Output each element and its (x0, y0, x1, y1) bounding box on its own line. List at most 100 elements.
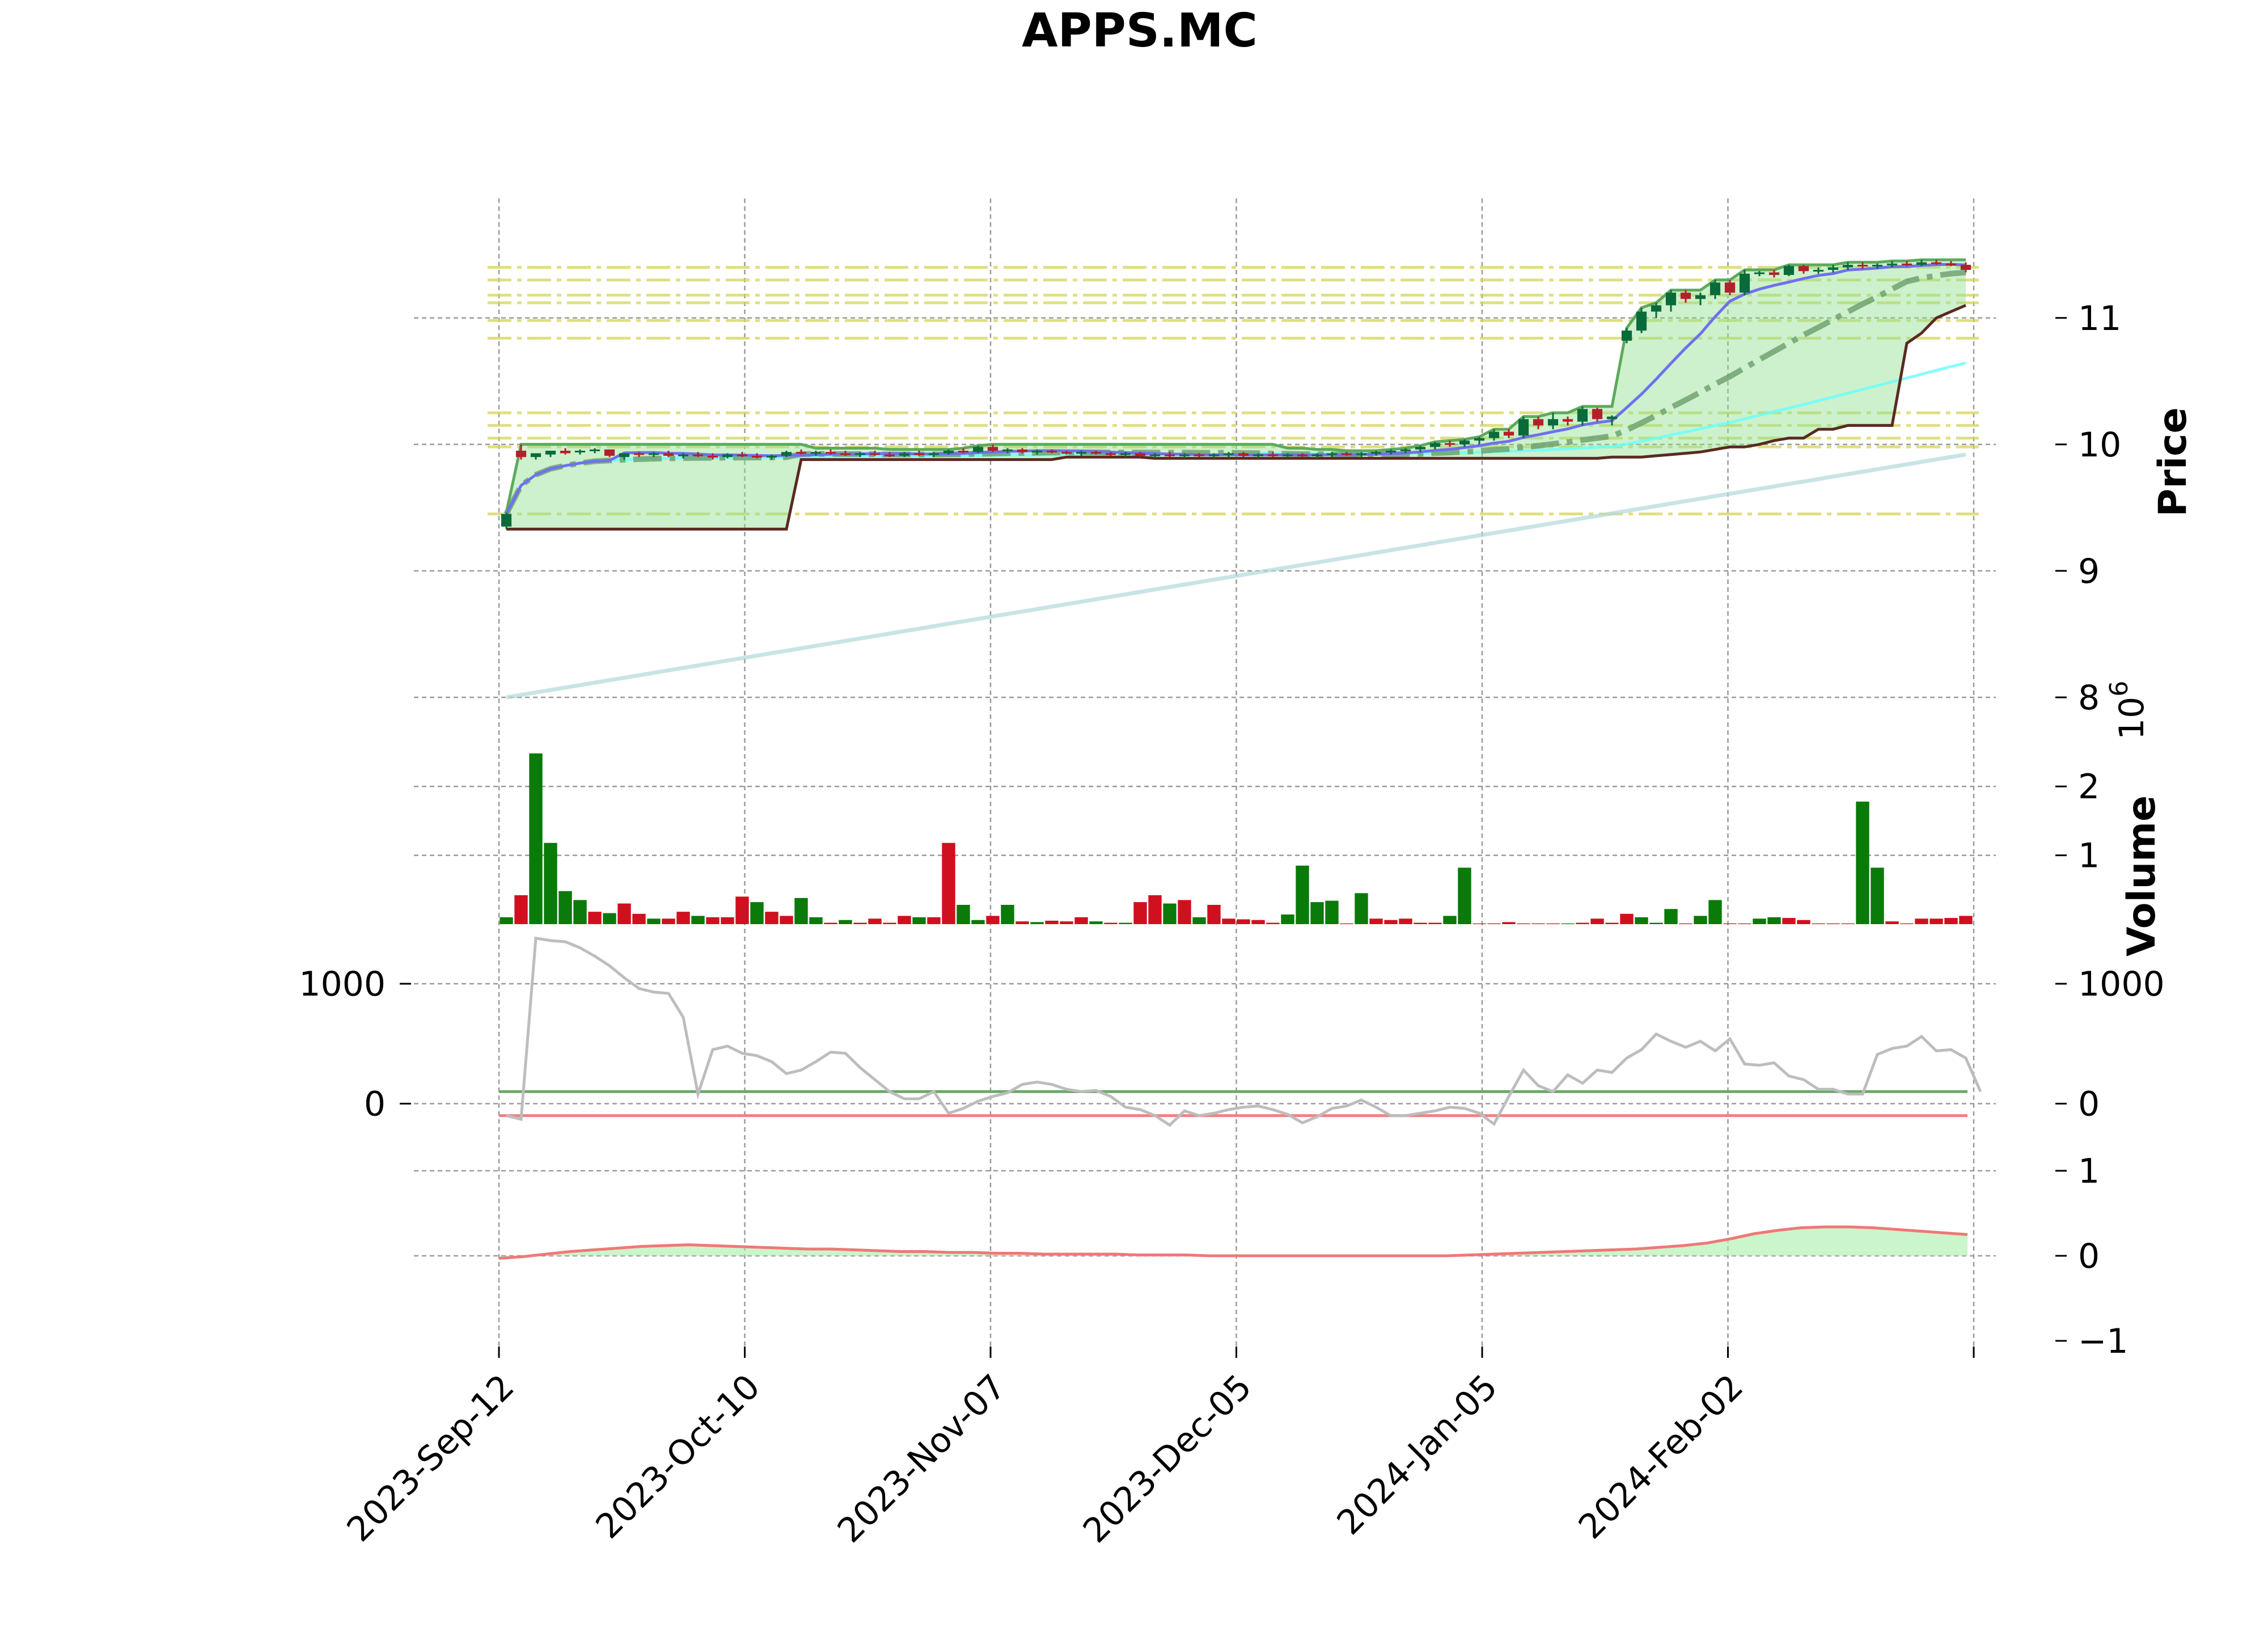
candle-body (1135, 453, 1146, 456)
volume-bar (839, 920, 852, 924)
candle-body (545, 451, 556, 455)
volume-bar (632, 913, 646, 924)
volume-bar (986, 916, 1000, 924)
candle-body (1724, 282, 1736, 293)
volume-bar (942, 842, 955, 924)
candle-body (1621, 331, 1632, 341)
volume-bar (1074, 917, 1088, 924)
volume-bar (500, 917, 513, 924)
volume-bar (1428, 922, 1442, 924)
volume-bar (1767, 917, 1781, 924)
candle-body (1297, 454, 1308, 456)
volume-bar (662, 918, 675, 924)
candle-body (751, 455, 763, 458)
candle-body (574, 451, 586, 452)
volume-bar (1959, 916, 1973, 924)
candle-body (958, 451, 969, 452)
x-tick-label: 2023-Sep-12 (340, 1367, 522, 1549)
candle-body (707, 455, 718, 458)
indicator1-tick-label-left: 1000 (299, 964, 386, 1004)
price-tick-label: 11 (2078, 299, 2121, 338)
candle-body (1356, 453, 1367, 455)
volume-bar (1296, 865, 1309, 924)
candle-body (1886, 263, 1898, 265)
candle-body (1488, 431, 1500, 438)
volume-bar (1502, 922, 1516, 924)
indicator-panel-1 (499, 936, 1982, 1127)
candle-body (1783, 266, 1795, 275)
candle-body (530, 453, 541, 458)
volume-bar (868, 918, 882, 924)
volume-bar (1325, 900, 1339, 924)
candle-body (1238, 453, 1249, 456)
sma-8-line (505, 263, 1966, 515)
candle-body (1031, 451, 1043, 452)
candle-body (692, 454, 704, 456)
candle-body (663, 453, 674, 456)
candle-body (1429, 443, 1441, 447)
candle-body (1267, 454, 1279, 456)
volume-tick-label: 1 (2078, 836, 2100, 876)
volume-bar (1399, 918, 1412, 924)
candle-body (1474, 438, 1485, 441)
candle-body (1547, 419, 1559, 426)
volume-bar (1782, 918, 1796, 924)
volume-bar (1605, 922, 1619, 924)
volume-bar (1797, 920, 1810, 924)
volume-bar (1207, 905, 1221, 924)
candle-body (1459, 441, 1470, 444)
candle-body (1562, 419, 1573, 422)
volume-bar (1414, 922, 1427, 924)
candle-body (1592, 409, 1603, 420)
candle-body (781, 452, 792, 456)
candle-body (766, 455, 777, 458)
indicator2-line (498, 1225, 1968, 1260)
candle-body (1164, 454, 1175, 456)
candle-body (913, 453, 925, 455)
volume-bar (971, 920, 985, 924)
volume-bar (1458, 867, 1471, 924)
candle-body (1061, 452, 1072, 454)
indicator1-tick-label-left: 0 (364, 1085, 386, 1124)
candle-body (648, 453, 659, 455)
candle-body (1179, 454, 1190, 456)
volume-bar (1694, 916, 1707, 924)
x-tick-label: 2024-Jan-05 (1330, 1367, 1505, 1543)
candle-body (1901, 263, 1912, 265)
volume-bar (588, 912, 602, 924)
volume-bar (1930, 918, 1943, 924)
volume-bar (1369, 918, 1383, 924)
candle-body (1960, 265, 1971, 270)
volume-bar (721, 917, 734, 924)
candle-body (1827, 267, 1839, 270)
volume-bar (558, 891, 572, 924)
candle-body (737, 454, 748, 456)
candle-body (1518, 419, 1529, 436)
candle-body (1017, 449, 1028, 452)
candle-body (1636, 311, 1647, 331)
candle-body (899, 453, 910, 456)
candle-body (589, 449, 600, 451)
volume-bar (1001, 905, 1014, 924)
candle-body (1916, 262, 1927, 265)
volume-bar (529, 753, 543, 924)
volume-bar (809, 917, 823, 924)
price-tick-label: 9 (2078, 552, 2100, 591)
indicator1-line (506, 936, 1982, 1127)
candle-body (1842, 265, 1854, 268)
candle-body (825, 452, 836, 454)
candle-body (1606, 416, 1618, 420)
candle-body (987, 447, 998, 451)
volume-bar (1885, 921, 1899, 924)
candle-body (1076, 452, 1087, 454)
volume-bar (691, 916, 705, 924)
volume-bar (1944, 918, 1958, 924)
volume-bar (1266, 922, 1280, 924)
long-trend-line (506, 452, 1966, 700)
candle-body (884, 454, 895, 456)
candle-body (796, 452, 807, 454)
candle-body (1046, 451, 1057, 452)
price-tick-label: 8 (2078, 678, 2100, 718)
indicator-panel-2 (498, 1225, 1968, 1260)
volume-bar (1384, 920, 1398, 924)
